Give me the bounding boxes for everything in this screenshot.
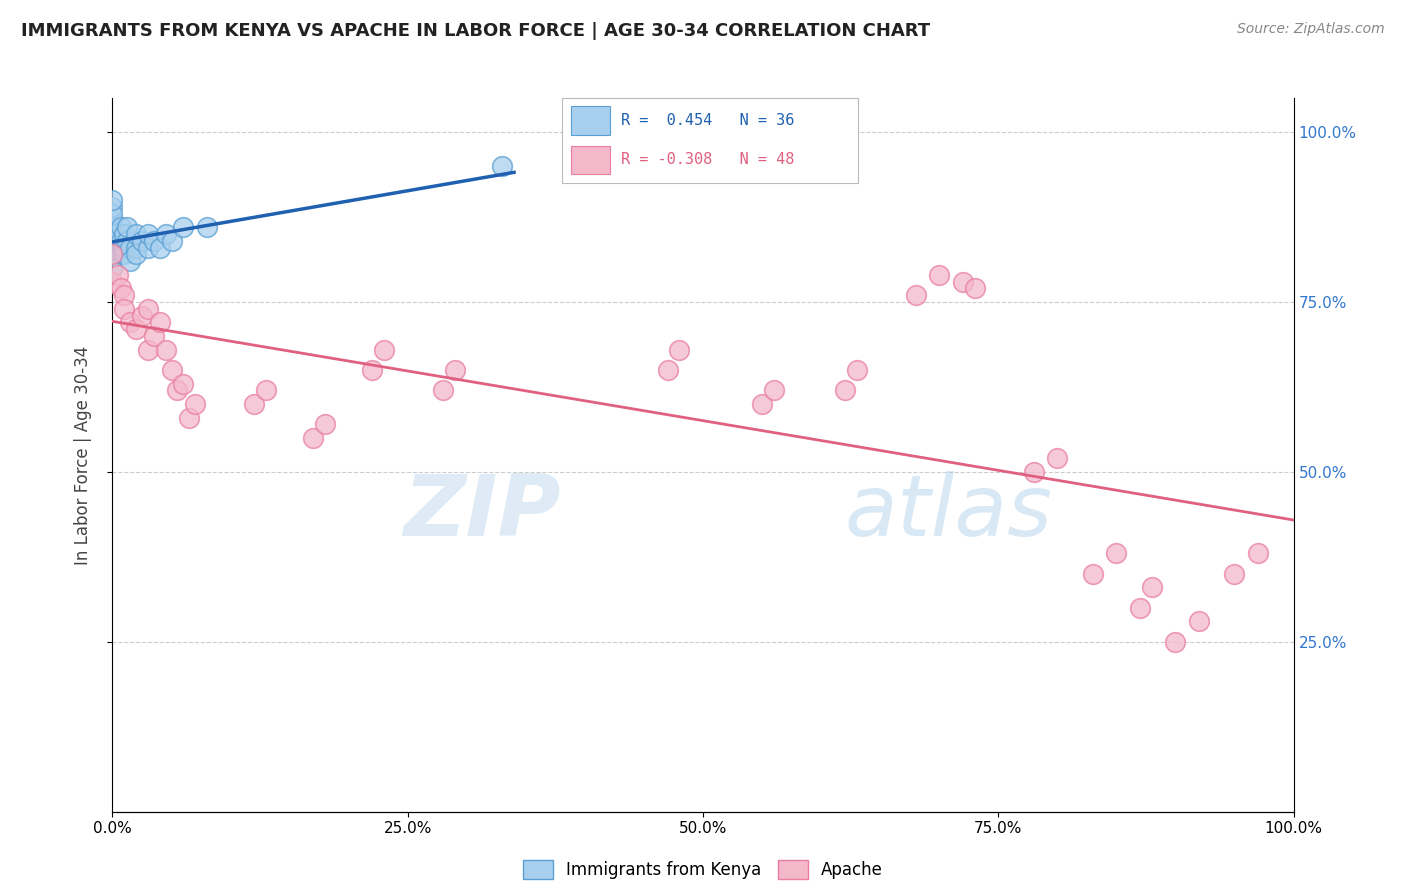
Point [1105,546,1128,560]
Point [136,227,159,241]
Text: ZIP: ZIP [404,470,561,554]
Point [302,431,325,445]
Point [491,159,513,173]
Point [111,241,134,255]
Bar [571,106,610,135]
Point [136,343,159,357]
Point [107,268,129,282]
Point [963,281,986,295]
Point [125,322,148,336]
Point [112,288,135,302]
Point [1129,600,1152,615]
Point [115,234,138,248]
Point [110,247,132,261]
Point [172,376,194,391]
Point [120,241,142,255]
Point [254,384,277,398]
Point [120,315,142,329]
Point [112,247,135,261]
Point [125,241,148,255]
Point [115,220,138,235]
Point [668,343,690,357]
Point [928,268,950,282]
Point [845,363,868,377]
Point [101,247,124,261]
Point [142,329,165,343]
Point [101,207,124,221]
Point [131,234,153,248]
Point [1046,451,1069,466]
Point [373,343,395,357]
Point [1223,566,1246,581]
Point [149,241,172,255]
Text: Source: ZipAtlas.com: Source: ZipAtlas.com [1237,22,1385,37]
Point [952,275,974,289]
Bar [571,145,610,175]
Point [172,220,194,235]
Point [101,200,124,214]
Point [101,193,124,207]
Point [834,384,856,398]
Point [1140,581,1163,595]
Point [120,254,142,268]
Point [101,227,124,241]
Point [361,363,384,377]
Point [101,220,124,235]
Text: IMMIGRANTS FROM KENYA VS APACHE IN LABOR FORCE | AGE 30-34 CORRELATION CHART: IMMIGRANTS FROM KENYA VS APACHE IN LABOR… [21,22,931,40]
Text: atlas: atlas [845,470,1053,554]
Point [166,384,188,398]
Point [179,410,201,425]
Point [184,397,207,411]
Point [136,241,159,255]
Point [432,384,454,398]
Point [1188,615,1211,629]
Point [101,241,124,255]
Point [762,384,785,398]
Y-axis label: In Labor Force | Age 30-34: In Labor Force | Age 30-34 [73,345,91,565]
Point [751,397,773,411]
Point [314,417,336,432]
Point [155,343,177,357]
Point [101,234,124,248]
Point [155,227,177,241]
Point [1022,465,1045,479]
Point [149,315,172,329]
Point [112,241,135,255]
Point [444,363,467,377]
Point [131,309,153,323]
Point [1164,635,1187,649]
Point [110,220,132,235]
Point [160,234,183,248]
Point [243,397,266,411]
Point [657,363,679,377]
Point [101,247,124,261]
Point [107,227,129,241]
Point [101,260,124,275]
Point [160,363,183,377]
Point [107,241,129,255]
Point [125,247,148,261]
Point [142,234,165,248]
Point [195,220,218,235]
Point [110,234,132,248]
Point [112,301,135,316]
Point [112,227,135,241]
Point [136,301,159,316]
Point [101,275,124,289]
Point [1081,566,1104,581]
Point [904,288,927,302]
Point [110,281,132,295]
Text: R = -0.308   N = 48: R = -0.308 N = 48 [621,153,794,168]
Point [1247,546,1270,560]
Point [125,227,148,241]
Point [101,213,124,227]
Legend: Immigrants from Kenya, Apache: Immigrants from Kenya, Apache [516,853,890,886]
Text: R =  0.454   N = 36: R = 0.454 N = 36 [621,112,794,128]
